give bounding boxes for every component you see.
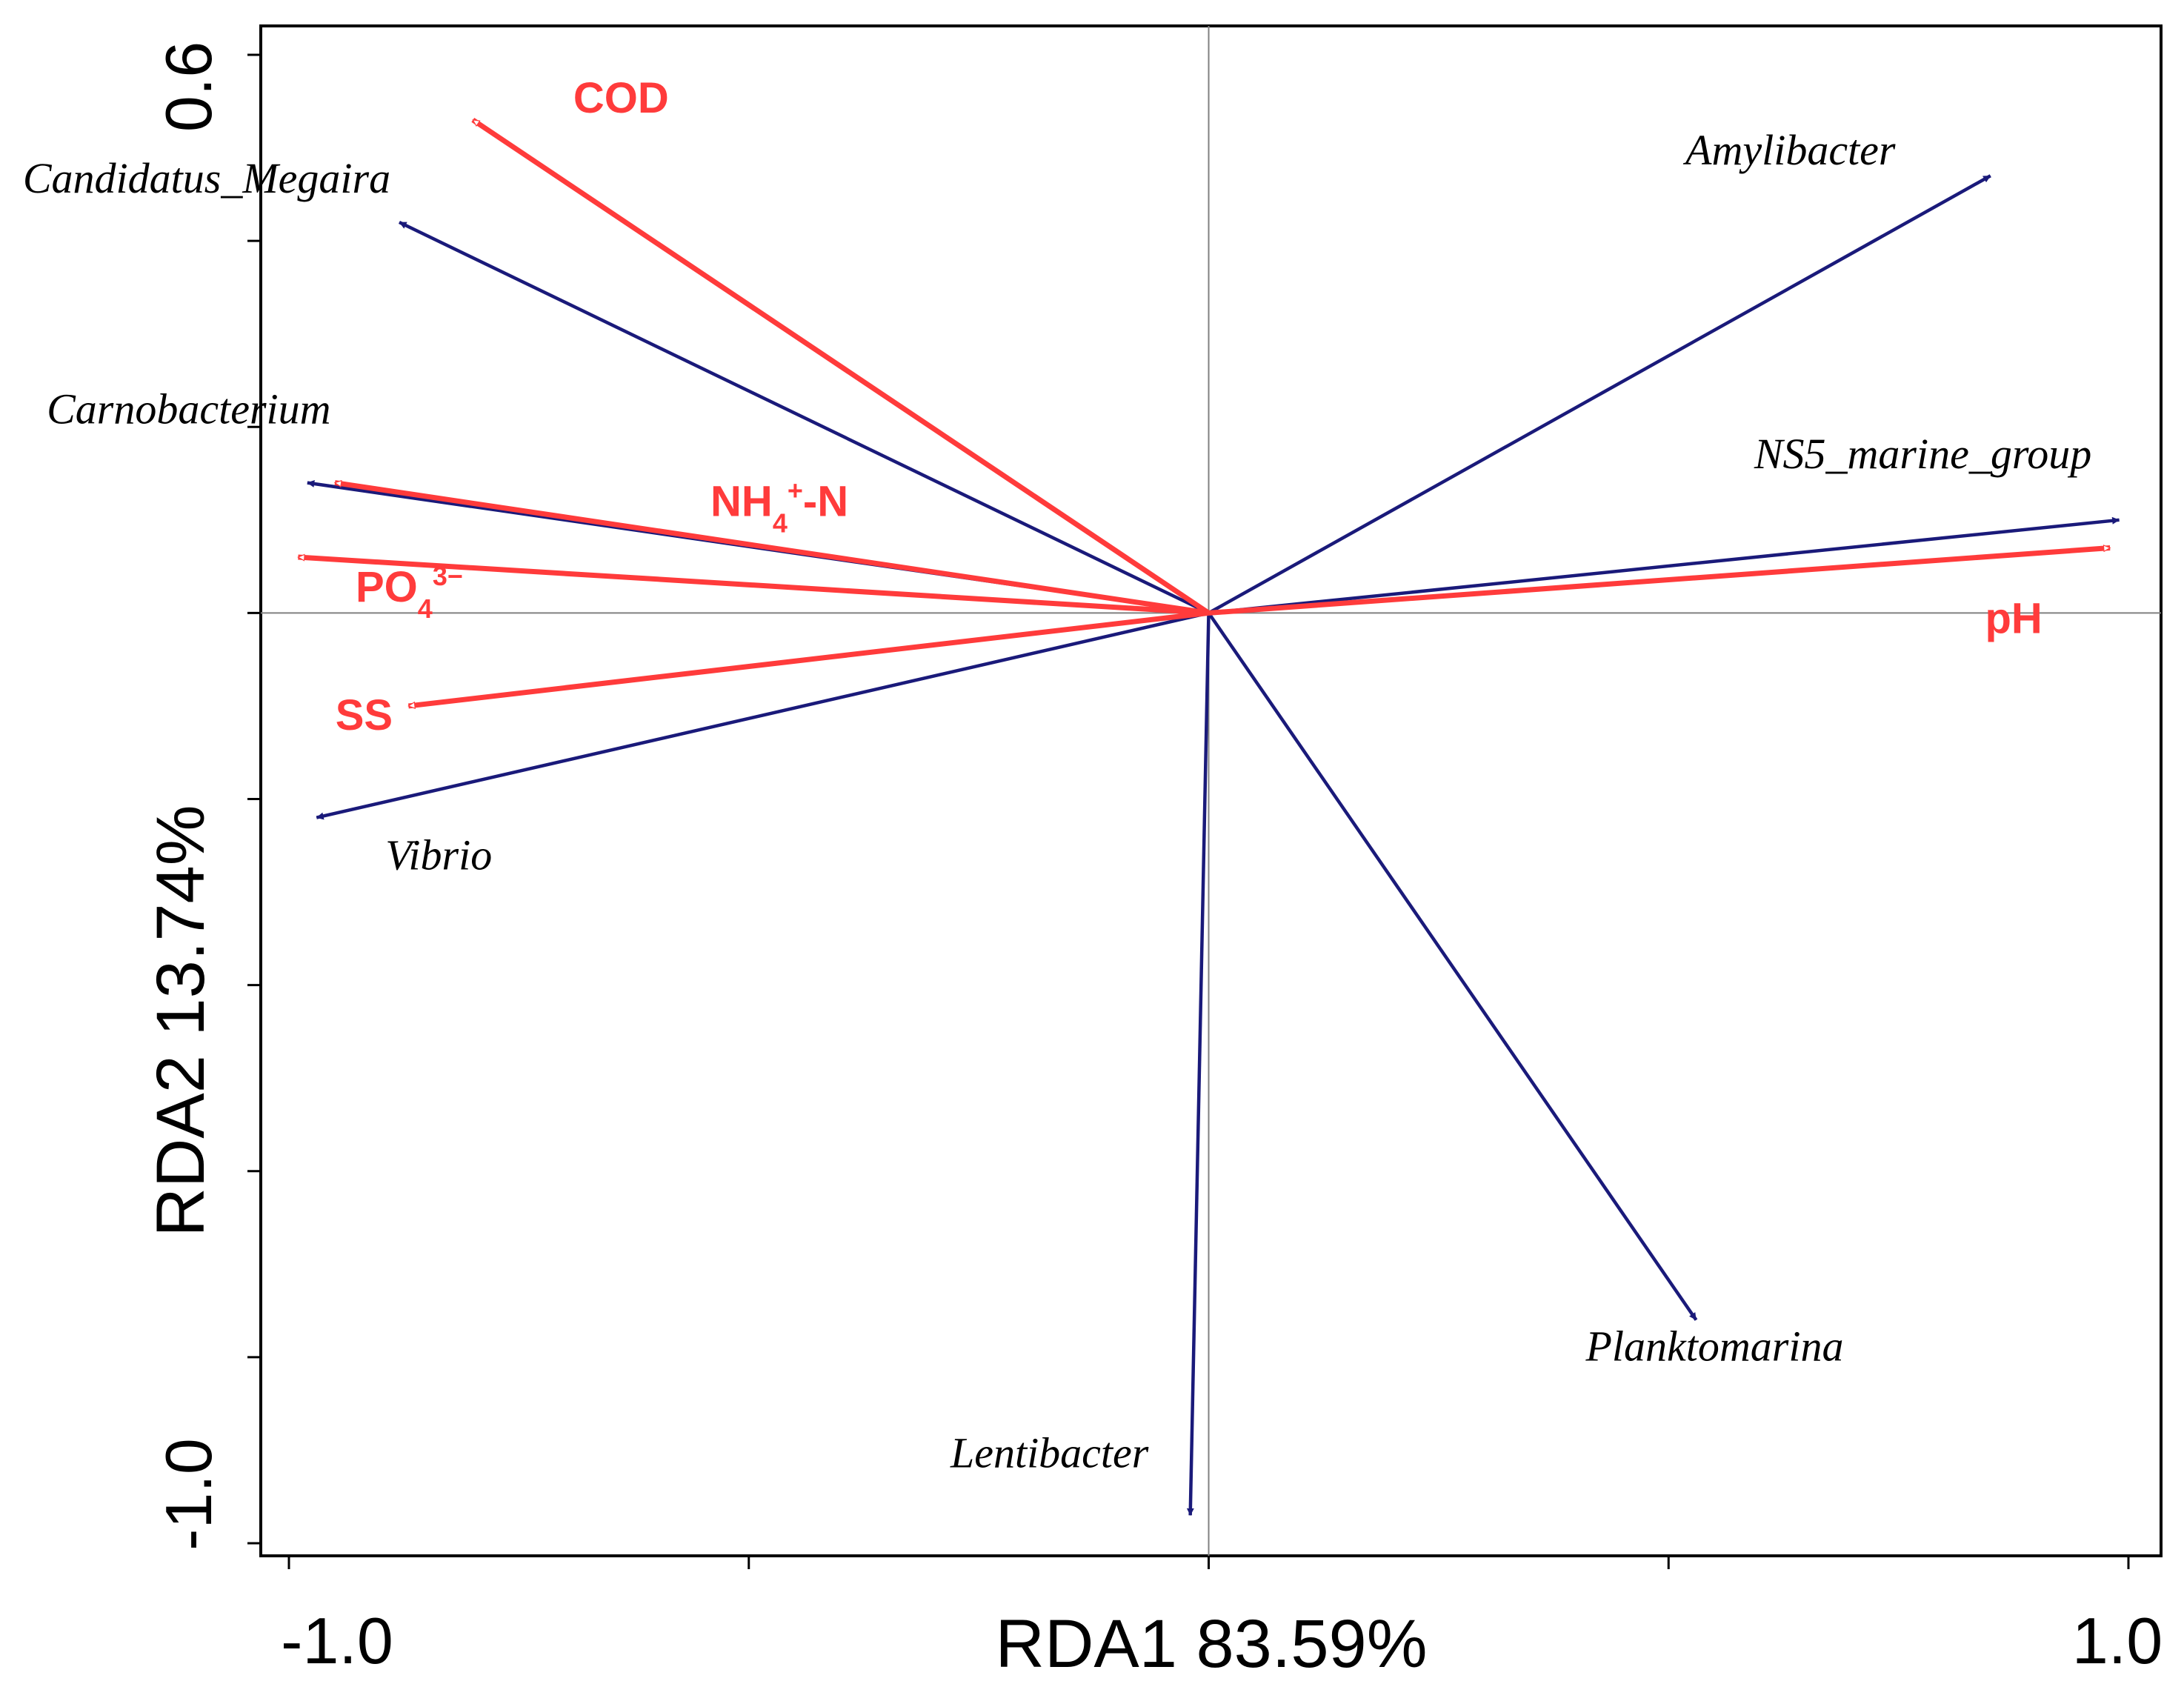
env-label: NH4+-N <box>710 476 848 539</box>
env-label: SS <box>336 691 393 739</box>
species-arrow <box>1208 174 1991 615</box>
species-label: Amylibacter <box>1682 126 1896 174</box>
y-axis-title: RDA2 13.74% <box>143 805 219 1237</box>
species-label: Carnobacterium <box>47 385 330 433</box>
env-arrow <box>408 610 1209 706</box>
env-arrow <box>335 483 1210 616</box>
species-arrow <box>1208 516 2120 615</box>
species-arrow <box>399 220 1210 615</box>
species-label: NS5_marine_group <box>1754 430 2091 478</box>
env-label: pH <box>1985 594 2042 642</box>
x-axis-title: RDA1 83.59% <box>996 1606 1428 1682</box>
env-arrow <box>471 117 1211 616</box>
env-arrow <box>298 557 1209 616</box>
env-label: PO43− <box>356 561 463 624</box>
env-arrow <box>1208 548 2111 616</box>
species-arrow <box>316 611 1210 820</box>
plot-frame <box>259 24 2163 1557</box>
y-tick-label-max: 0.6 <box>152 41 225 132</box>
species-label: Candidatus_Megaira <box>23 154 390 202</box>
env-label: COD <box>573 74 669 122</box>
species-label: Planktomarina <box>1585 1322 1844 1371</box>
species-arrow <box>1186 613 1211 1516</box>
species-label: Lentibacter <box>950 1428 1149 1477</box>
y-tick-label-min: -1.0 <box>152 1438 225 1551</box>
species-arrow <box>1207 612 1698 1321</box>
species-label: Vibrio <box>385 831 492 879</box>
x-tick-label-min: -1.0 <box>281 1604 393 1677</box>
x-tick-label-max: 1.0 <box>2072 1604 2163 1677</box>
